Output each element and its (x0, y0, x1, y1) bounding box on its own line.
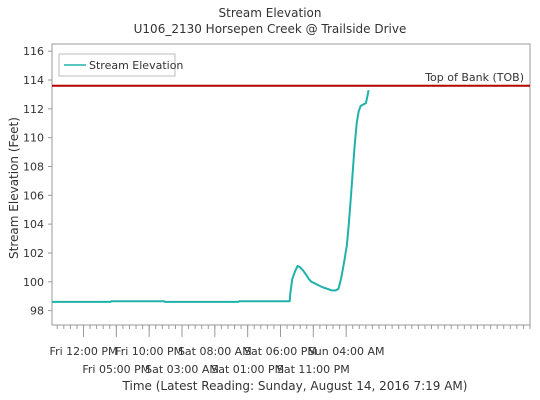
y-tick-label: 112 (23, 103, 44, 116)
y-tick-label: 104 (23, 218, 44, 231)
x-tick-label: Sat 06:00 PM (244, 345, 317, 358)
y-tick-label: 110 (23, 132, 44, 145)
y-tick-label: 116 (23, 45, 44, 58)
series-line-stream-elevation (52, 89, 370, 303)
x-axis-label: Time (Latest Reading: Sunday, August 14,… (122, 379, 468, 393)
y-tick-label: 106 (23, 189, 44, 202)
x-tick-label: Fri 10:00 PM (115, 345, 183, 358)
y-tick-label: 114 (23, 74, 44, 87)
y-tick-label: 98 (30, 305, 44, 318)
y-axis: 98 100 102 104 106 108 110 112 114 116 (23, 45, 52, 318)
x-tick-label: Sat 08:00 AM (178, 345, 252, 358)
y-tick-label: 100 (23, 276, 44, 289)
x-tick-label: Sat 03:00 AM (145, 363, 219, 376)
y-tick-label: 108 (23, 160, 44, 173)
x-tick-label: Sun 04:00 AM (308, 345, 385, 358)
plot-frame (51, 43, 531, 326)
reference-line-label: Top of Bank (TOB) (424, 71, 524, 84)
x-tick-label: Sat 11:00 PM (277, 363, 350, 376)
y-tick-label: 102 (23, 247, 44, 260)
x-tick-label: Fri 05:00 PM (82, 363, 150, 376)
legend-box (58, 53, 176, 77)
reference-lines: Top of Bank (TOB) (52, 71, 530, 87)
series-group (52, 89, 370, 303)
chart-subtitle: U106_2130 Horsepen Creek @ Trailside Dri… (134, 22, 407, 36)
plot-frame-rect (51, 43, 531, 326)
chart-title: Stream Elevation (219, 6, 322, 20)
x-tick-label: Fri 12:00 PM (50, 345, 118, 358)
legend: Stream Elevation (58, 53, 183, 77)
y-axis-label: Stream Elevation (Feet) (7, 117, 21, 259)
legend-entry: Stream Elevation (89, 59, 183, 72)
x-axis-minor-ticks (56, 325, 531, 329)
x-tick-label: Sat 01:00 PM (211, 363, 284, 376)
